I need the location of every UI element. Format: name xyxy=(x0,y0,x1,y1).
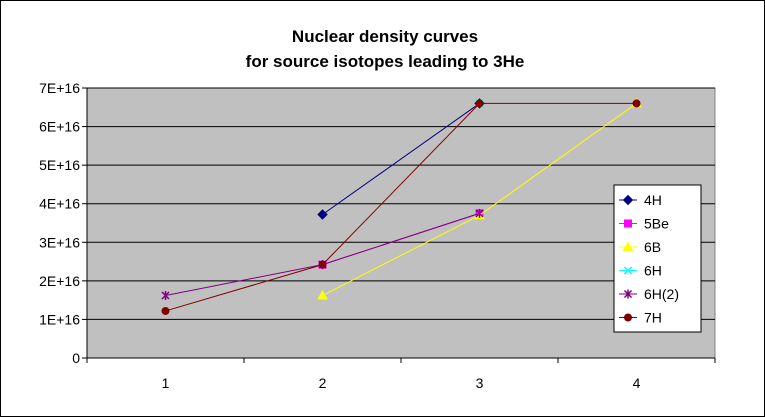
data-point-7h xyxy=(475,99,484,108)
y-tick-label: 3E+16 xyxy=(39,234,80,250)
x-tick-label: 1 xyxy=(162,375,170,391)
series-line-4h xyxy=(322,103,480,215)
data-point-6h-2 xyxy=(475,208,484,218)
legend-marker-7h xyxy=(624,313,632,322)
y-tick-label: 4E+16 xyxy=(39,196,80,212)
legend-box xyxy=(613,184,702,333)
y-tick-label: 7E+16 xyxy=(39,80,80,96)
series-line-7h xyxy=(165,102,637,312)
legend-label-7h: 7H xyxy=(644,310,662,326)
plot-area xyxy=(86,87,716,359)
legend-marker-6h xyxy=(623,266,633,275)
legend-label-6h-2: 6H(2) xyxy=(644,286,679,302)
legend-marker-5be xyxy=(624,219,632,228)
y-tick-label: 2E+16 xyxy=(39,273,80,289)
data-point-7h xyxy=(318,260,327,269)
legend-label-5be: 5Be xyxy=(644,216,669,232)
data-point-4h xyxy=(317,209,328,220)
legend-marker-4h xyxy=(622,194,634,206)
x-tick-label: 3 xyxy=(476,375,484,391)
x-tick-label: 4 xyxy=(633,375,641,391)
y-tick-label: 5E+16 xyxy=(39,157,80,173)
data-point-6b xyxy=(317,289,328,300)
chart-title-line-1: Nuclear density curves xyxy=(292,27,478,46)
legend-marker-6h-2 xyxy=(623,289,633,299)
data-point-6h-2 xyxy=(161,291,170,301)
y-tick-label: 1E+16 xyxy=(39,311,80,327)
chart-title-line-2: for source isotopes leading to 3He xyxy=(246,52,525,71)
legend: 4H 5Be 6B 6H 6H(2) 7H xyxy=(613,184,702,333)
y-tick-label: 0 xyxy=(72,350,80,366)
y-tick-label: 6E+16 xyxy=(39,119,80,135)
legend-label-4h: 4H xyxy=(644,192,662,208)
data-point-7h xyxy=(632,99,641,108)
x-tick-label: 2 xyxy=(319,375,327,391)
legend-label-6h: 6H xyxy=(644,263,662,279)
plot-area-group: 0 1E+16 2E+16 3E+16 4E+16 5E+16 6E+16 7E+16 1 2 3 4 xyxy=(39,80,716,391)
data-point-7h xyxy=(161,306,170,315)
legend-marker-6b xyxy=(622,241,634,251)
legend-label-6b: 6B xyxy=(644,239,661,255)
